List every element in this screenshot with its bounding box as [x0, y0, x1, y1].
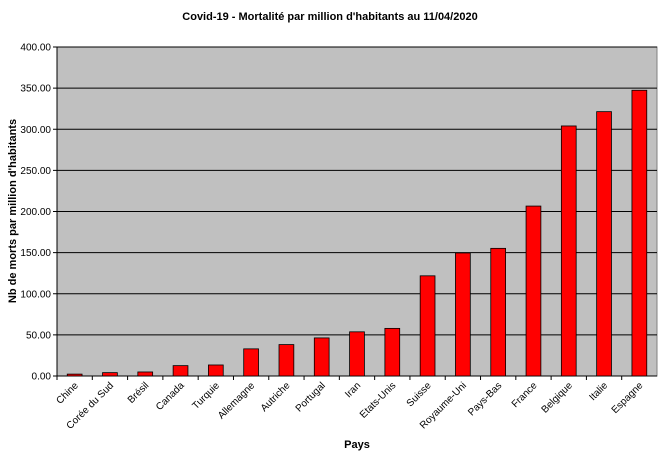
y-tick-label: 200.00 — [20, 207, 51, 218]
x-tick-label: Autriche — [259, 380, 293, 414]
y-tick-label: 100.00 — [20, 289, 51, 300]
x-tick-label: Portugal — [294, 380, 328, 414]
bar — [349, 331, 365, 377]
bar — [243, 348, 259, 377]
bar — [313, 337, 330, 377]
bar — [455, 252, 471, 377]
y-tick-labels: 0.00 50.00 100.00 150.00 200.00 250.00 300.00 3… — [20, 43, 57, 383]
x-tick-label: Suisse — [405, 380, 434, 409]
bar — [102, 372, 118, 377]
bar — [560, 125, 577, 377]
y-tick-label: 0.00 — [32, 372, 52, 383]
bar — [137, 371, 154, 377]
x-tick-label: Pays-Bas — [466, 380, 504, 418]
x-tick-label: Etats-Unis — [358, 380, 398, 420]
bar — [525, 205, 542, 377]
x-tick-label: Italie — [587, 380, 610, 403]
y-tick-label: 150.00 — [20, 248, 51, 259]
x-tick-label: Canada — [154, 380, 187, 413]
bar — [596, 111, 612, 377]
x-tick-label: Espagne — [610, 380, 646, 416]
bar — [208, 364, 224, 377]
bar — [384, 327, 401, 377]
bar — [490, 247, 506, 377]
x-tick-label: France — [510, 380, 540, 410]
bar — [419, 275, 436, 377]
y-tick-label: 300.00 — [20, 125, 51, 136]
y-tick-label: 350.00 — [20, 84, 51, 95]
x-tick-label: Turquie — [190, 380, 222, 412]
y-axis-label: Nb de morts par million d'habitants — [7, 119, 19, 303]
bars — [66, 89, 648, 377]
x-tick-label: Allemagne — [216, 380, 257, 421]
bar — [278, 344, 295, 377]
x-tick-label: Iran — [343, 380, 363, 400]
bar — [66, 373, 83, 377]
x-tick-label: Belgique — [540, 380, 576, 416]
x-tick-label: Brésil — [126, 380, 151, 405]
y-tick-label: 50.00 — [26, 330, 51, 341]
bar — [631, 89, 648, 377]
bar — [172, 365, 189, 377]
y-tick-label: 250.00 — [20, 166, 51, 177]
x-tick-label: Chine — [55, 380, 82, 407]
x-axis-label: Pays — [344, 439, 370, 451]
chart-title: Covid-19 - Mortalité par million d'habit… — [182, 11, 477, 23]
y-tick-label: 400.00 — [20, 43, 51, 54]
